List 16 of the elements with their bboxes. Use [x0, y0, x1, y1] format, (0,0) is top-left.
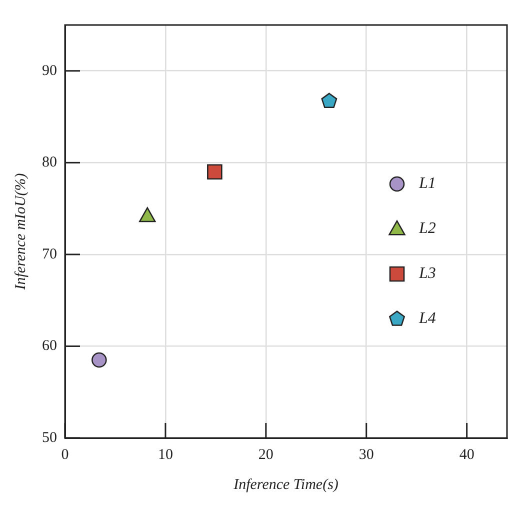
- y-tick-label: 80: [42, 154, 57, 171]
- x-tick-label: 0: [61, 446, 69, 463]
- legend-label: L2: [418, 220, 436, 238]
- legend-label: L4: [418, 310, 436, 328]
- legend-label: L3: [418, 265, 436, 282]
- legend-label: L1: [418, 175, 436, 192]
- y-tick-label: 60: [42, 338, 57, 354]
- x-axis-title: Inference Time(s): [232, 476, 338, 493]
- x-tick-label: 30: [358, 446, 374, 463]
- x-tick-label: 40: [459, 446, 474, 463]
- x-tick-label: 20: [258, 446, 274, 463]
- y-tick-label: 90: [42, 62, 57, 79]
- x-tick-label: 10: [158, 446, 173, 463]
- y-axis-title: Inference mIoU(%): [12, 173, 29, 291]
- y-tick-label: 70: [42, 246, 57, 262]
- y-tick-label: 50: [42, 430, 57, 446]
